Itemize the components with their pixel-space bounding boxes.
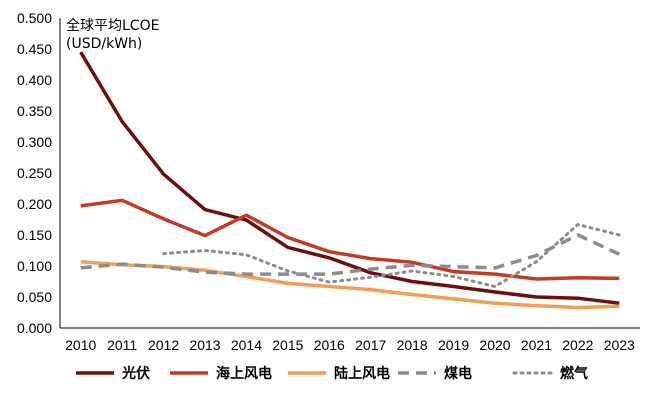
plot-lines <box>79 51 621 310</box>
x-tick-label: 2022 <box>562 337 593 353</box>
x-tick-label: 2013 <box>189 337 220 353</box>
axes <box>59 18 640 329</box>
y-tick-label: 0.000 <box>17 320 52 336</box>
y-tick-label: 0.100 <box>17 258 52 274</box>
x-ticks: 2010 2011 2012 2013 2014 2015 2016 2017 2018 2019… <box>65 337 635 353</box>
series-line-5 <box>162 223 621 288</box>
unit-label-line2: (USD/kWh) <box>66 36 142 52</box>
y-tick-label: 0.500 <box>17 10 52 26</box>
x-tick-label: 2014 <box>231 337 262 353</box>
legend-label: 海上风电 <box>216 365 272 382</box>
legend-label: 燃气 <box>560 365 588 382</box>
legend-label: 陆上风电 <box>334 365 390 382</box>
x-tick-label: 2018 <box>397 337 428 353</box>
x-tick-label: 2017 <box>355 337 386 353</box>
y-tick-label: 0.150 <box>17 227 52 243</box>
y-tick-label: 0.400 <box>17 72 52 88</box>
x-tick-label: 2010 <box>65 337 96 353</box>
series-line-1 <box>79 51 620 305</box>
x-tick-label: 2019 <box>438 337 469 353</box>
series-line-4 <box>80 233 621 276</box>
y-tick-label: 0.300 <box>17 134 52 150</box>
unit-label-line1: 全球平均LCOE <box>66 17 159 34</box>
unit-label: 全球平均LCOE (USD/kWh) <box>66 17 159 52</box>
legend-item: 光伏 <box>76 365 150 382</box>
legend-item: 海上风电 <box>170 365 272 382</box>
legend-item: 燃气 <box>512 365 588 382</box>
y-tick-label: 0.050 <box>17 289 52 305</box>
y-ticks: 0.000 0.050 0.100 0.150 0.200 0.250 0.300 0.350… <box>17 10 52 336</box>
x-tick-label: 2015 <box>272 337 303 353</box>
y-tick-label: 0.350 <box>17 103 52 119</box>
x-tick-label: 2021 <box>521 337 552 353</box>
y-tick-label: 0.450 <box>17 41 52 57</box>
series-line-2 <box>80 198 620 281</box>
legend-item: 陆上风电 <box>288 365 390 382</box>
legend-label: 煤电 <box>444 365 472 382</box>
x-tick-label: 2016 <box>314 337 345 353</box>
x-tick-label: 2011 <box>107 337 137 353</box>
y-tick-label: 0.200 <box>17 196 52 212</box>
x-tick-label: 2020 <box>479 337 510 353</box>
x-tick-label: 2023 <box>604 337 635 353</box>
y-tick-label: 0.250 <box>17 165 52 181</box>
legend: 光伏 海上风电 陆上风电 煤电 燃气 <box>76 365 588 382</box>
legend-item: 煤电 <box>398 365 472 382</box>
x-tick-label: 2012 <box>148 337 179 353</box>
legend-label: 光伏 <box>121 365 150 382</box>
